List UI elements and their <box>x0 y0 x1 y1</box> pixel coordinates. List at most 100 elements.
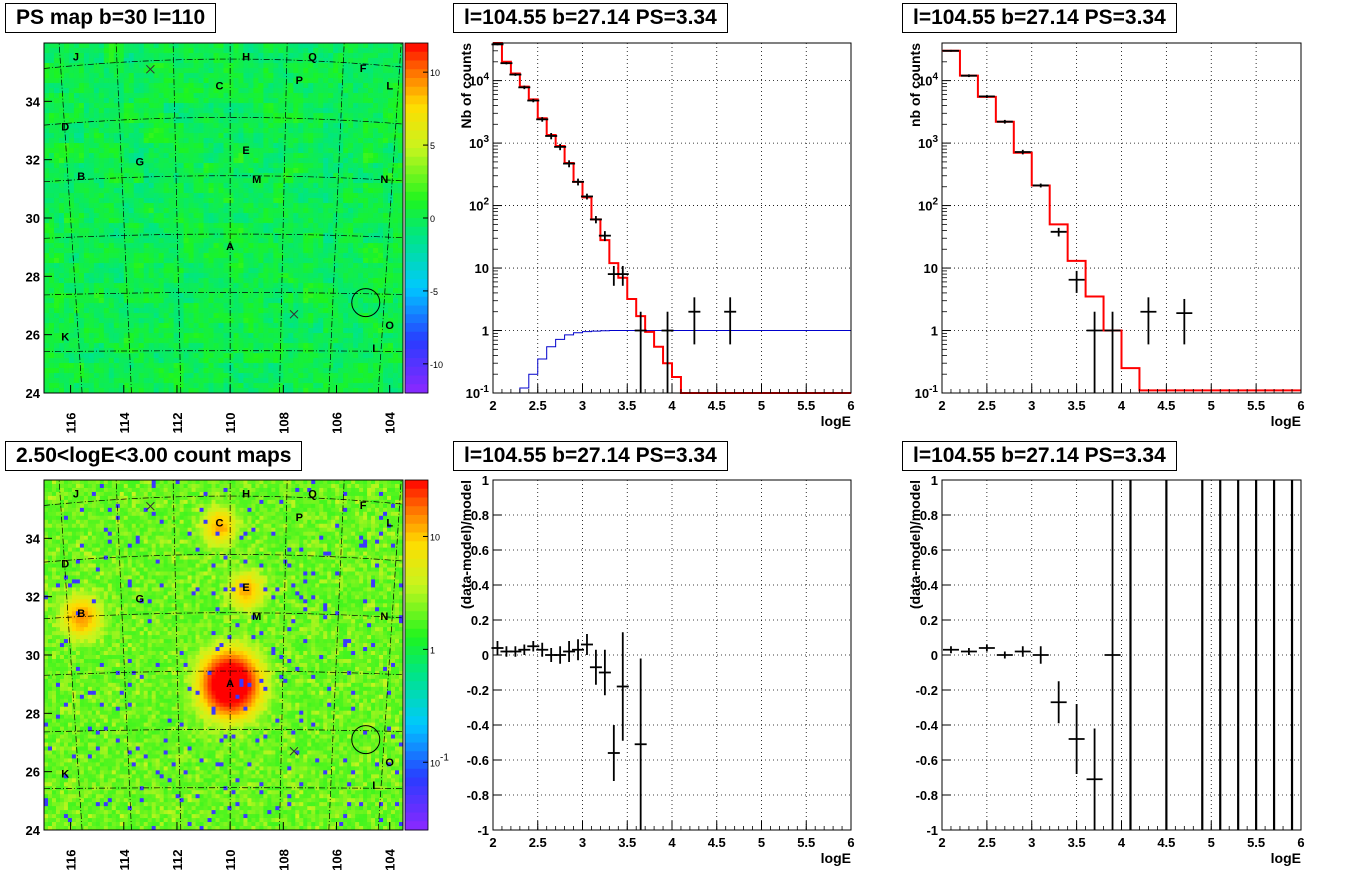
map-pixel <box>323 103 329 109</box>
map-pixel <box>228 208 234 214</box>
map-pixel <box>83 383 90 389</box>
map-pixel <box>293 83 299 89</box>
map-pixel <box>93 343 100 349</box>
map-pixel <box>363 83 369 89</box>
map-pixel <box>108 223 115 229</box>
map-pixel <box>138 303 145 309</box>
map-pixel <box>298 138 304 144</box>
map-pixel <box>358 83 364 89</box>
map-pixel <box>343 168 349 174</box>
map-pixel <box>118 218 125 224</box>
map-pixel <box>303 153 309 159</box>
map-pixel <box>113 228 120 234</box>
map-pixel <box>248 143 254 149</box>
map-pixel <box>313 353 319 359</box>
map-pixel <box>358 388 364 394</box>
map-pixel <box>233 133 239 139</box>
map-pixel <box>148 353 155 359</box>
map-pixel <box>388 213 394 219</box>
map-pixel <box>363 338 369 344</box>
map-pixel <box>158 118 165 124</box>
map-pixel <box>243 243 249 249</box>
map-pixel <box>353 68 359 74</box>
map-pixel <box>188 298 194 304</box>
map-pixel <box>353 208 359 214</box>
map-pixel <box>303 113 309 119</box>
map-pixel <box>343 98 349 104</box>
map-pixel <box>44 273 50 279</box>
map-pixel <box>383 163 389 169</box>
map-pixel <box>283 288 289 294</box>
map-pixel <box>163 233 170 239</box>
map-pixel <box>73 313 80 319</box>
map-pixel <box>303 308 309 314</box>
map-pixel <box>248 208 254 214</box>
map-pixel <box>263 48 269 54</box>
map-pixel <box>108 108 115 114</box>
map-pixel <box>303 248 309 254</box>
map-pixel <box>158 138 165 144</box>
map-pixel <box>238 318 244 324</box>
map-pixel <box>58 43 65 49</box>
map-pixel <box>248 198 254 204</box>
map-pixel <box>268 148 274 154</box>
map-pixel <box>83 313 90 319</box>
map-pixel <box>363 193 369 199</box>
map-pixel <box>353 228 359 234</box>
map-pixel <box>333 328 339 334</box>
map-pixel <box>378 203 384 209</box>
map-pixel <box>88 183 95 189</box>
map-pixel <box>378 168 384 174</box>
map-pixel <box>103 333 110 339</box>
map-pixel <box>323 78 329 84</box>
map-pixel <box>73 153 80 159</box>
map-pixel <box>223 348 229 354</box>
map-pixel <box>248 323 254 329</box>
map-pixel <box>53 203 60 209</box>
map-pixel <box>168 48 175 54</box>
map-pixel <box>263 108 269 114</box>
map-pixel <box>63 303 70 309</box>
map-pixel <box>383 153 389 159</box>
map-pixel <box>193 213 199 219</box>
map-pixel <box>353 353 359 359</box>
map-pixel <box>328 363 334 369</box>
map-pixel <box>153 233 160 239</box>
map-pixel <box>213 63 219 69</box>
map-pixel <box>203 43 209 49</box>
map-pixel <box>248 353 254 359</box>
map-pixel <box>378 78 384 84</box>
map-pixel <box>258 123 264 129</box>
map-pixel <box>78 318 85 324</box>
map-pixel <box>153 203 160 209</box>
map-pixel <box>178 243 185 249</box>
map-pixel <box>328 73 334 79</box>
map-pixel <box>368 338 374 344</box>
map-pixel <box>53 183 60 189</box>
map-pixel <box>323 388 329 394</box>
map-pixel <box>333 388 339 394</box>
map-pixel <box>143 163 150 169</box>
map-pixel <box>348 333 354 339</box>
map-pixel <box>103 318 110 324</box>
map-pixel <box>268 213 274 219</box>
map-pixel <box>73 353 80 359</box>
map-pixel <box>313 133 319 139</box>
map-pixel <box>243 303 249 309</box>
map-pixel <box>228 358 234 364</box>
map-pixel <box>278 83 284 89</box>
map-pixel <box>258 188 264 194</box>
map-pixel <box>108 58 115 64</box>
map-pixel <box>168 93 175 99</box>
map-pixel <box>378 258 384 264</box>
map-pixel <box>93 313 100 319</box>
map-pixel <box>108 168 115 174</box>
map-pixel <box>368 378 374 384</box>
map-pixel <box>308 363 314 369</box>
map-pixel <box>268 388 274 394</box>
map-pixel <box>153 288 160 294</box>
map-pixel <box>288 98 294 104</box>
map-pixel <box>388 313 394 319</box>
map-pixel <box>338 218 344 224</box>
